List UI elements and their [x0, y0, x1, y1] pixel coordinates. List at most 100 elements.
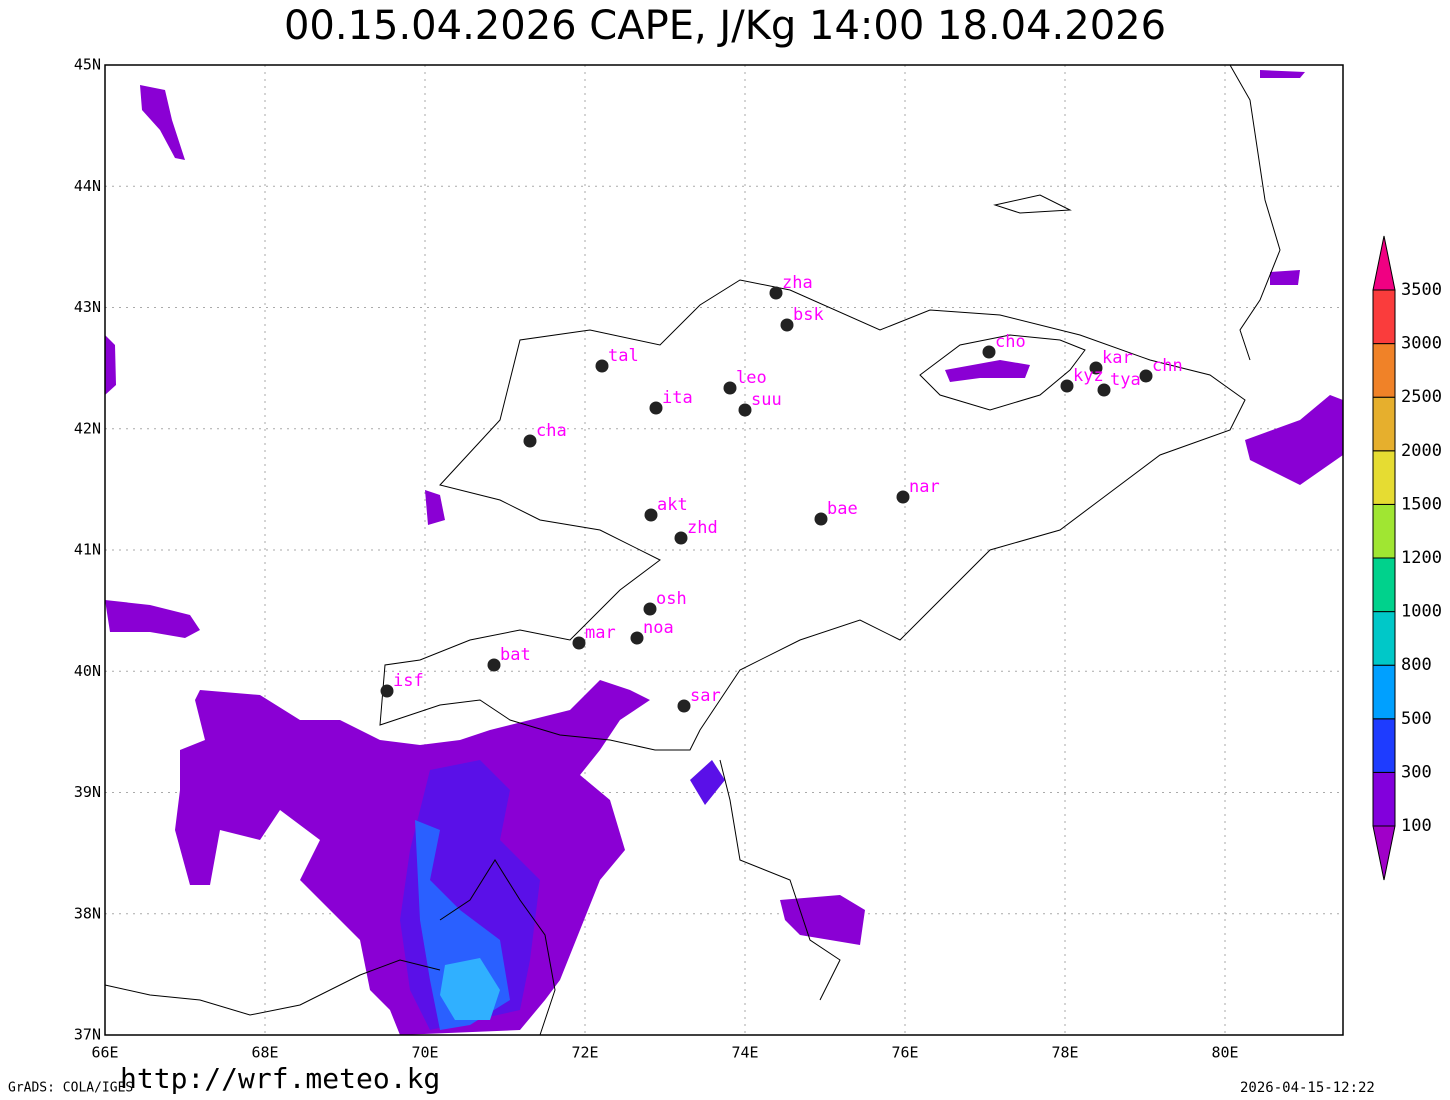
station-dot	[1139, 369, 1153, 383]
site-url: http://wrf.meteo.kg	[120, 1062, 440, 1095]
station-dot	[674, 531, 688, 545]
station-label: zha	[782, 273, 813, 293]
station-dot	[769, 286, 783, 300]
lat-label: 38N	[74, 904, 101, 922]
station-label: suu	[751, 390, 782, 410]
lat-label: 39N	[74, 783, 101, 801]
cape-areas	[105, 70, 1343, 1035]
station-label: cho	[995, 332, 1026, 352]
station-label: leo	[736, 368, 767, 388]
station-label: tya	[1110, 370, 1141, 390]
colorbar-label: 500	[1401, 709, 1432, 729]
station-label: noa	[643, 618, 674, 638]
colorbar-label: 3000	[1401, 334, 1442, 354]
cape-area	[1260, 70, 1305, 78]
lat-label: 44N	[74, 177, 101, 195]
map-frame	[104, 64, 1344, 1036]
station-label: sar	[690, 686, 721, 706]
station-dot	[723, 381, 737, 395]
lon-label: 74E	[731, 1044, 758, 1062]
colorbar-segment	[1372, 450, 1396, 505]
lon-label: 72E	[571, 1044, 598, 1062]
cape-area	[945, 360, 1030, 382]
station-label: chn	[1152, 356, 1183, 376]
colorbar-under	[1372, 825, 1396, 881]
cape-area	[140, 85, 185, 160]
lake-border	[919, 334, 1086, 411]
colorbar-label: 1000	[1401, 602, 1442, 622]
station-label: akt	[657, 495, 688, 515]
border-line	[1229, 64, 1281, 361]
colorbar-over	[1372, 235, 1396, 291]
station-dot	[595, 359, 609, 373]
station-label: bae	[827, 499, 858, 519]
station-dot	[1060, 379, 1074, 393]
lon-label: 68E	[251, 1044, 278, 1062]
station-label: nar	[909, 477, 940, 497]
station-dot	[780, 318, 794, 332]
cape-area	[1245, 395, 1343, 485]
timestamp: 2026-04-15-12:22	[1240, 1080, 1375, 1096]
station-label: osh	[656, 589, 687, 609]
colorbar-segment	[1372, 611, 1396, 666]
station-label: bsk	[793, 305, 824, 325]
station-label: ita	[662, 388, 693, 408]
river	[439, 859, 556, 1036]
station-label: isf	[393, 671, 424, 691]
station-label: kar	[1102, 348, 1133, 368]
station-dot	[572, 636, 586, 650]
station-dot	[487, 658, 501, 672]
lon-label: 80E	[1211, 1044, 1238, 1062]
border-line	[719, 759, 841, 1001]
station-dot	[380, 684, 394, 698]
station-dot	[982, 345, 996, 359]
map-title: 00.15.04.2026 CAPE, J/Kg 14:00 18.04.202…	[284, 3, 1166, 49]
station-dot	[677, 699, 691, 713]
cape-area	[425, 490, 445, 525]
cape-area	[690, 760, 725, 805]
colorbar-segment	[1372, 771, 1396, 827]
station-dot	[1089, 361, 1103, 375]
lat-label: 41N	[74, 541, 101, 559]
cape-area	[105, 335, 116, 395]
colorbar-label: 2500	[1401, 387, 1442, 407]
station-label: kyz	[1073, 366, 1104, 386]
grid	[105, 65, 1343, 1035]
colorbar-segment	[1372, 557, 1396, 613]
cape-area	[780, 895, 865, 945]
station-label: bat	[500, 645, 531, 665]
colorbar-label: 1200	[1401, 548, 1442, 568]
station-dot	[644, 508, 658, 522]
station-label: mar	[585, 623, 616, 643]
colorbar-label: 3500	[1401, 280, 1442, 300]
lon-label: 76E	[891, 1044, 918, 1062]
colorbar-segment	[1372, 503, 1396, 559]
station-label: zhd	[687, 518, 718, 538]
station-dot	[643, 602, 657, 616]
lat-label: 45N	[74, 56, 101, 74]
station-dot	[896, 490, 910, 504]
colorbar: 100 300 500 800 1000 1200 1500 2000 2500 3000 3500	[1372, 235, 1442, 881]
colorbar-label: 1500	[1401, 494, 1442, 514]
station-dot	[649, 401, 663, 415]
station-label: tal	[608, 346, 639, 366]
station-label: cha	[536, 421, 567, 441]
borders	[104, 64, 1281, 1036]
lat-label: 37N	[74, 1026, 101, 1044]
colorbar-label: 2000	[1401, 441, 1442, 461]
cape-area	[440, 958, 500, 1020]
lat-label: 42N	[74, 419, 101, 437]
station-dot	[738, 403, 752, 417]
station-dot	[523, 434, 537, 448]
station-dot	[1097, 383, 1111, 397]
colorbar-label: 100	[1401, 816, 1432, 836]
border-line	[104, 959, 441, 1016]
lake-border	[993, 194, 1072, 214]
country-border	[379, 279, 1246, 751]
lat-label: 43N	[74, 298, 101, 316]
lon-label: 78E	[1051, 1044, 1078, 1062]
colorbar-segment	[1372, 289, 1396, 345]
